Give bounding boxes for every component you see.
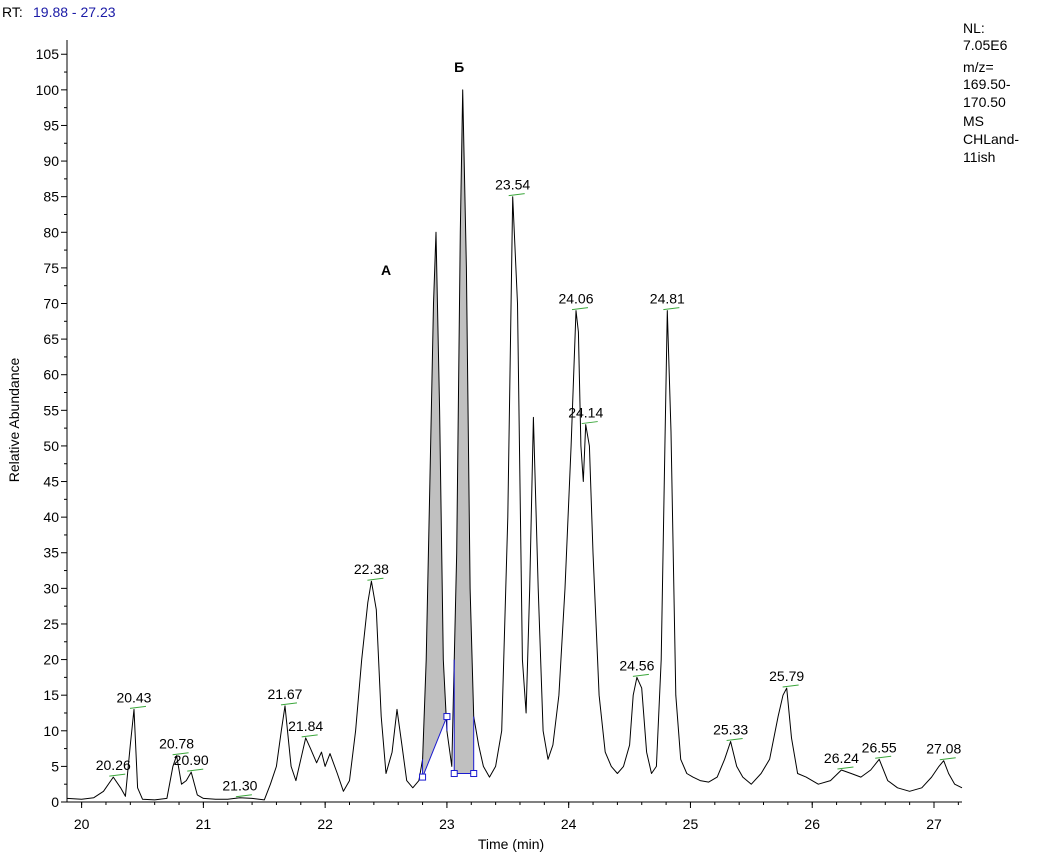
peak-label-tick: [581, 421, 598, 425]
peak-label-tick: [837, 766, 854, 770]
y-tick-label: 25: [43, 616, 59, 632]
peak-label: 24.56: [619, 657, 654, 673]
peak-label-tick: [508, 193, 525, 197]
info-line: 170.50: [963, 94, 1006, 110]
peak-label: 24.81: [650, 291, 685, 307]
y-tick-label: 45: [43, 474, 59, 490]
baseline-marker: [419, 773, 427, 781]
y-axis-title: Relative Abundance: [6, 358, 22, 483]
y-tick-label: 50: [43, 438, 59, 454]
peak-label: 26.24: [824, 750, 859, 766]
peak-label-tick: [109, 773, 126, 777]
y-tick-label: 80: [43, 224, 59, 240]
y-tick-label: 105: [36, 46, 60, 62]
y-tick-label: 90: [43, 153, 59, 169]
peak-label-tick: [782, 684, 799, 688]
peak-label: 25.79: [769, 668, 804, 684]
peak-label-tick: [172, 752, 189, 756]
baseline-line: [422, 716, 448, 778]
x-axis-ticks: 20 21 22 23 24 25 26 27: [74, 802, 959, 832]
y-tick-label: 65: [43, 331, 59, 347]
integration-baselines: [419, 659, 478, 781]
x-tick-label: 20: [74, 816, 90, 832]
x-tick-label: 21: [196, 816, 212, 832]
peak-label-tick: [939, 757, 956, 761]
y-tick-label: 55: [43, 402, 59, 418]
info-line: 7.05E6: [963, 37, 1008, 53]
y-tick-label: 60: [43, 367, 59, 383]
x-tick-label: 26: [804, 816, 820, 832]
peak-label-tick: [367, 577, 384, 581]
y-tick-label: 30: [43, 580, 59, 596]
peak-label: 21.30: [222, 778, 257, 794]
peak-label: 20.90: [174, 752, 209, 768]
y-tick-label: 40: [43, 509, 59, 525]
peak-label: 23.54: [495, 177, 530, 193]
x-tick-label: 25: [683, 816, 699, 832]
x-tick-label: 27: [926, 816, 942, 832]
y-tick-label: 0: [51, 794, 59, 810]
y-tick-label: 95: [43, 117, 59, 133]
info-line: 11ish: [963, 149, 995, 165]
y-tick-label: 100: [36, 82, 60, 98]
y-tick-label: 70: [43, 295, 59, 311]
info-box: NL: 7.05E6 m/z= 169.50- 170.50 MS CHLand…: [963, 20, 1019, 165]
x-tick-label: 23: [439, 816, 455, 832]
baseline-marker: [470, 770, 478, 778]
peak-label: 25.33: [713, 721, 748, 737]
peak-label: 24.06: [558, 291, 593, 307]
info-line: CHLand-: [963, 131, 1019, 147]
peak-label-tick: [663, 307, 680, 311]
peak-label: 22.38: [354, 561, 389, 577]
peak-label: 27.08: [926, 741, 961, 757]
peak-label-tick: [571, 307, 589, 311]
peak-label: 24.14: [568, 405, 603, 421]
peak-label-tick: [632, 673, 649, 677]
y-tick-label: 85: [43, 189, 59, 205]
rt-range-value: 19.88 - 27.23: [33, 4, 116, 20]
x-axis-title: Time (min): [478, 836, 544, 852]
y-axis-ticks: 0 5 10 15 20 25 30 35 40 45 50 55 60 65 70 75 80 85 90 95 10…: [36, 46, 67, 810]
x-tick-label: 24: [561, 816, 577, 832]
annotations: AБ: [381, 59, 464, 278]
peak-label: 21.67: [267, 686, 302, 702]
info-line: NL:: [963, 20, 985, 36]
y-tick-label: 10: [43, 723, 59, 739]
baseline-marker: [443, 713, 451, 721]
peak-label-tick: [301, 734, 318, 738]
chromatogram-trace: [66, 89, 963, 801]
peak-label-tick: [187, 768, 204, 772]
y-tick-label: 35: [43, 545, 59, 561]
peak-label-tick: [235, 794, 252, 798]
peak-label: 26.55: [862, 739, 897, 755]
integrated-peak-fill: [422, 232, 447, 778]
info-line: m/z=: [963, 59, 994, 75]
region-annotation: Б: [454, 59, 464, 75]
peak-label: 20.78: [159, 736, 194, 752]
integrated-peak-fill: [454, 89, 474, 774]
peak-label-tick: [875, 755, 892, 759]
peak-label-tick: [726, 737, 743, 741]
region-annotation: A: [381, 262, 391, 278]
info-line: MS: [963, 113, 984, 129]
integrated-peak-fills: [422, 89, 474, 778]
rt-prefix-label: RT:: [2, 4, 23, 20]
peak-label: 20.26: [96, 757, 131, 773]
y-tick-label: 5: [51, 758, 59, 774]
peak-label: 21.84: [288, 718, 323, 734]
x-tick-label: 22: [317, 816, 333, 832]
baseline-marker: [450, 770, 458, 778]
peak-label-tick: [280, 702, 298, 706]
peak-label-tick: [129, 705, 147, 709]
y-tick-label: 20: [43, 652, 59, 668]
y-tick-label: 15: [43, 687, 59, 703]
axes: [66, 40, 962, 803]
info-line: 169.50-: [963, 76, 1011, 92]
y-tick-label: 75: [43, 260, 59, 276]
peak-label: 20.43: [116, 689, 151, 705]
trace-layer: [66, 89, 963, 801]
